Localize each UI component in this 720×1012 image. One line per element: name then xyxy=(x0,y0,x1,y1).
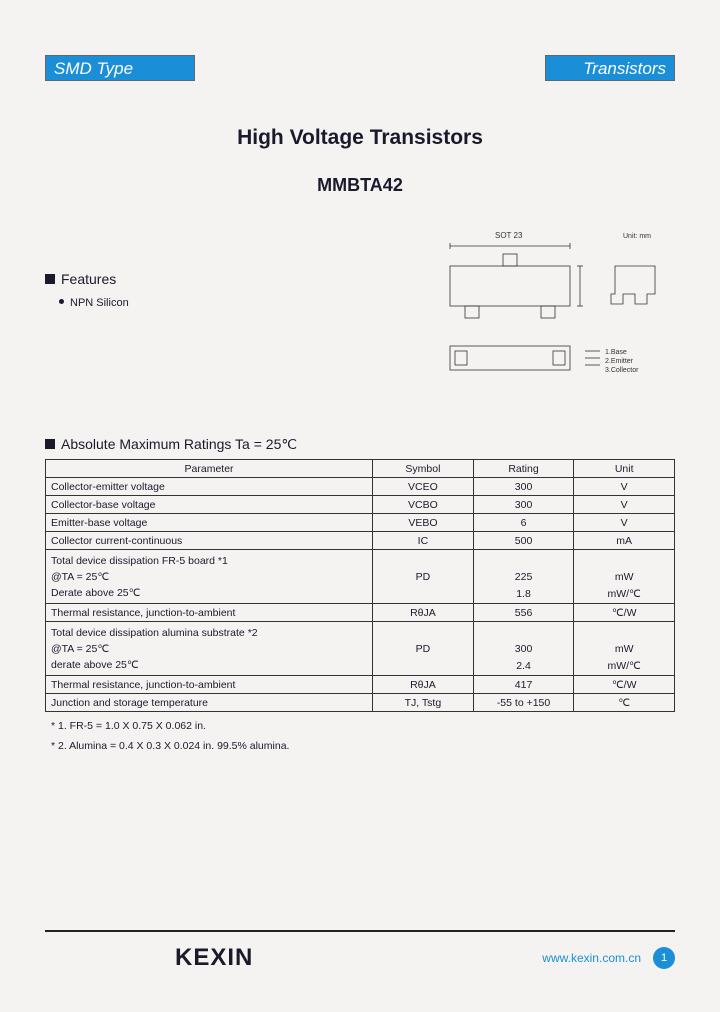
cell: 300 xyxy=(473,496,574,514)
pin-3: 3.Collector xyxy=(605,367,639,374)
features-heading: Features xyxy=(45,271,425,287)
cell: Collector-base voltage xyxy=(46,496,373,514)
cell: -55 to +150 xyxy=(473,694,574,712)
cell-dissipation-fr5: Total device dissipation FR-5 board *1 @… xyxy=(46,550,373,604)
header-left: SMD Type xyxy=(45,55,195,81)
cell-sub: Derate above 25℃ xyxy=(46,585,372,601)
table-row: Thermal resistance, junction-to-ambient … xyxy=(46,604,675,622)
cell: V xyxy=(574,514,675,532)
footer: KEXIN www.kexin.com.cn 1 xyxy=(45,930,675,972)
cell: RθJA xyxy=(373,676,474,694)
cell xyxy=(574,622,675,640)
cell xyxy=(473,550,574,568)
col-unit: Unit xyxy=(574,460,675,478)
ratings-table: Parameter Symbol Rating Unit Collector-e… xyxy=(45,459,675,712)
cell: 300 xyxy=(473,478,574,496)
col-parameter: Parameter xyxy=(46,460,373,478)
ratings-heading: Absolute Maximum Ratings Ta = 25℃ xyxy=(45,436,675,453)
cell: ℃/W xyxy=(574,676,675,694)
pkg-label: SOT 23 xyxy=(495,231,523,240)
cell: 1.8 xyxy=(473,586,574,604)
cell: mA xyxy=(574,532,675,550)
cell-sub: derate above 25℃ xyxy=(46,657,372,673)
cell: IC xyxy=(373,532,474,550)
cell: VEBO xyxy=(373,514,474,532)
table-row: Total device dissipation FR-5 board *1 @… xyxy=(46,550,675,568)
header-right: Transistors xyxy=(545,55,675,81)
cell: mW xyxy=(574,640,675,658)
table-row: Collector current-continuous IC 500 mA xyxy=(46,532,675,550)
cell: RθJA xyxy=(373,604,474,622)
cell: 6 xyxy=(473,514,574,532)
cell: VCEO xyxy=(373,478,474,496)
footnote: * 2. Alumina = 0.4 X 0.3 X 0.024 in. 99.… xyxy=(51,740,675,752)
table-row: Junction and storage temperature TJ, Tst… xyxy=(46,694,675,712)
col-symbol: Symbol xyxy=(373,460,474,478)
cell: 2.4 xyxy=(473,658,574,676)
part-number: MMBTA42 xyxy=(45,175,675,196)
cell: VCBO xyxy=(373,496,474,514)
pin-2: 2.Emitter xyxy=(605,358,634,365)
cell-sub: @TA = 25℃ xyxy=(46,641,372,657)
cell-sub: Total device dissipation FR-5 board *1 xyxy=(46,553,372,569)
col-rating: Rating xyxy=(473,460,574,478)
cell: 556 xyxy=(473,604,574,622)
feature-item-text: NPN Silicon xyxy=(70,297,129,309)
cell: 417 xyxy=(473,676,574,694)
cell-sub: @TA = 25℃ xyxy=(46,569,372,585)
cell: mW/℃ xyxy=(574,586,675,604)
cell: 500 xyxy=(473,532,574,550)
cell: ℃ xyxy=(574,694,675,712)
cell: Collector current-continuous xyxy=(46,532,373,550)
square-bullet-icon xyxy=(45,439,55,449)
footer-url: www.kexin.com.cn xyxy=(542,951,641,965)
pin-1: 1.Base xyxy=(605,349,627,356)
cell: 225 xyxy=(473,568,574,586)
cell: V xyxy=(574,496,675,514)
ratings-heading-text: Absolute Maximum Ratings Ta = 25℃ xyxy=(61,436,297,452)
table-row: Collector-emitter voltage VCEO 300 V xyxy=(46,478,675,496)
cell: Emitter-base voltage xyxy=(46,514,373,532)
cell: Junction and storage temperature xyxy=(46,694,373,712)
table-row: Collector-base voltage VCBO 300 V xyxy=(46,496,675,514)
page-number: 1 xyxy=(653,947,675,969)
features-heading-text: Features xyxy=(61,271,116,287)
cell: Collector-emitter voltage xyxy=(46,478,373,496)
cell xyxy=(574,550,675,568)
cell-dissipation-alumina: Total device dissipation alumina substra… xyxy=(46,622,373,676)
cell: 300 xyxy=(473,640,574,658)
cell-sub: Total device dissipation alumina substra… xyxy=(46,625,372,641)
brand-logo: KEXIN xyxy=(175,944,253,972)
table-row: Thermal resistance, junction-to-ambient … xyxy=(46,676,675,694)
cell: Thermal resistance, junction-to-ambient xyxy=(46,676,373,694)
package-drawing: SOT 23 Unit: mm 1.Base 2.Emitter 3.Colle… xyxy=(425,226,675,406)
cell: mW xyxy=(574,568,675,586)
page-title: High Voltage Transistors xyxy=(45,126,675,150)
square-bullet-icon xyxy=(45,274,55,284)
feature-item: NPN Silicon xyxy=(59,297,425,309)
cell: mW/℃ xyxy=(574,658,675,676)
cell: V xyxy=(574,478,675,496)
table-row: Emitter-base voltage VEBO 6 V xyxy=(46,514,675,532)
cell: ℃/W xyxy=(574,604,675,622)
cell: PD xyxy=(373,550,474,604)
table-header-row: Parameter Symbol Rating Unit xyxy=(46,460,675,478)
footnote: * 1. FR-5 = 1.0 X 0.75 X 0.062 in. xyxy=(51,720,675,732)
header-bar: SMD Type Transistors xyxy=(45,55,675,81)
dot-bullet-icon xyxy=(59,299,64,304)
table-row: Total device dissipation alumina substra… xyxy=(46,622,675,640)
cell xyxy=(473,622,574,640)
cell: PD xyxy=(373,622,474,676)
cell: Thermal resistance, junction-to-ambient xyxy=(46,604,373,622)
cell: TJ, Tstg xyxy=(373,694,474,712)
pkg-unit: Unit: mm xyxy=(623,233,651,240)
